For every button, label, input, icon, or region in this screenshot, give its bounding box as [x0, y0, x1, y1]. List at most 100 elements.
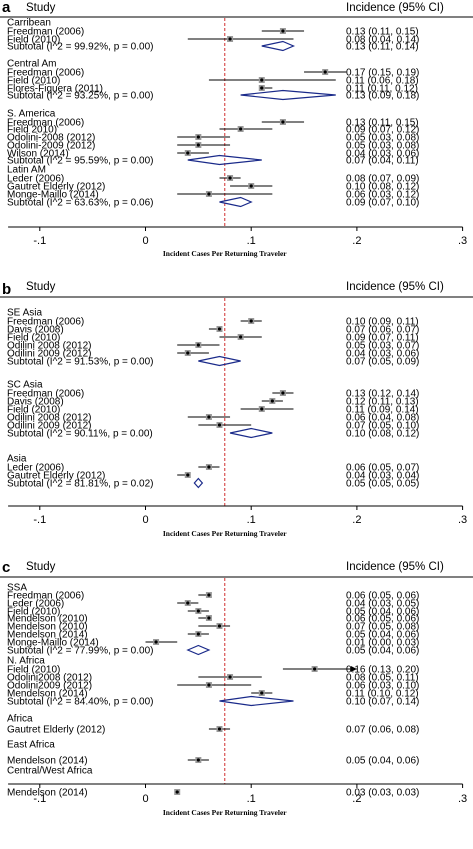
study-label: Freedman (2006) — [7, 591, 84, 602]
effect-text: 0.05 (0.04, 0.06) — [346, 756, 419, 767]
effect-text: 0.08 (0.05, 0.11) — [346, 673, 419, 684]
study-label: Mendelson (2014) — [7, 630, 88, 641]
effect-text: 0.11 (0.09, 0.14) — [346, 405, 419, 416]
group-label: S. America — [7, 109, 56, 120]
point-estimate — [207, 616, 211, 620]
effect-text: 0.04 (0.03, 0.05) — [346, 599, 419, 610]
study-label: Mendelson (2014) — [7, 756, 88, 767]
study-label: Davis (2008) — [7, 325, 64, 336]
subtotal-diamond — [261, 40, 296, 52]
effect-text: 0.04 (0.03, 0.06) — [346, 349, 419, 360]
study-label: Freedman (2006) — [7, 68, 84, 79]
effect-text: 0.13 (0.11, 0.14) — [346, 42, 419, 53]
study-label: Freedman (2006) — [7, 317, 84, 328]
point-estimate — [260, 78, 264, 82]
study-label: Monge-Maillo (2014) — [7, 638, 99, 649]
subtotal-diamond — [219, 196, 253, 208]
point-estimate — [196, 758, 200, 762]
effect-text: 0.10 (0.07, 0.14) — [346, 697, 419, 708]
effect-text: 0.06 (0.05, 0.06) — [346, 614, 419, 625]
effect-text: 0.07 (0.04, 0.11) — [346, 156, 419, 167]
effect-text: 0.13 (0.11, 0.15) — [346, 27, 419, 38]
study-label: Gautret Elderly (2012) — [7, 182, 105, 193]
point-estimate — [228, 675, 232, 679]
effect-text: 0.10 (0.08, 0.12) — [346, 182, 419, 193]
effect-text: 0.05 (0.04, 0.06) — [346, 607, 419, 618]
group-label: Africa — [7, 714, 33, 725]
effect-text: 0.11 (0.06, 0.18) — [346, 76, 419, 87]
study-label: Odilini 2009 (2012) — [7, 349, 92, 360]
subtotal-diamond — [187, 154, 262, 166]
study-label: Field (2010) — [7, 35, 60, 46]
study-label: Mendelson (2010) — [7, 614, 88, 625]
x-tick-label: .1 — [247, 235, 256, 247]
header-effect-a: Incidence (95% CI) — [346, 2, 444, 14]
study-label: Field (2010) — [7, 405, 60, 416]
study-label: Field (2010) — [7, 607, 60, 618]
study-label: Mendelson (2014) — [7, 689, 88, 700]
study-label: Mendelson (2010) — [7, 622, 88, 633]
effect-text: 0.05 (0.04, 0.06) — [346, 630, 419, 641]
subtotal-diamond — [229, 427, 273, 439]
point-estimate — [323, 70, 327, 74]
study-label: Field 2010) — [7, 125, 57, 136]
effect-text: 0.10 (0.09, 0.11) — [346, 317, 419, 328]
study-label: Freedman (2006) — [7, 389, 84, 400]
effect-text: 0.08 (0.07, 0.09) — [346, 174, 419, 185]
group-label: SE Asia — [7, 308, 42, 319]
effect-text: 0.07 (0.05, 0.09) — [346, 357, 419, 368]
effect-text: 0.05 (0.04, 0.06) — [346, 646, 419, 657]
x-axis-title-c: Incident Cases Per Returning Traveler — [163, 808, 287, 817]
study-label: Freedman (2006) — [7, 27, 84, 38]
study-label: Wilson (2014) — [7, 149, 69, 160]
point-estimate — [217, 423, 222, 427]
subtotal-diamond — [193, 477, 204, 489]
x-tick-label: .2 — [352, 235, 361, 247]
study-label: Field (2010) — [7, 76, 60, 87]
point-estimate — [281, 391, 285, 395]
study-label: Gautret Elderly (2012) — [7, 471, 105, 482]
effect-text: 0.05 (0.03, 0.08) — [346, 133, 419, 144]
subtotal-label: Subtotal (I^2 = 90.11%, p = 0.00) — [7, 429, 153, 440]
subtotal-label: Subtotal (I^2 = 99.92%, p = 0.00) — [7, 42, 153, 53]
point-estimate — [196, 135, 200, 139]
subtotal-label: Subtotal (I^2 = 84.40%, p = 0.00) — [7, 697, 153, 708]
effect-text: 0.11 (0.11, 0.12) — [346, 84, 418, 95]
subtotal-diamond — [240, 89, 336, 101]
subtotal-diamond — [198, 355, 241, 367]
study-label: Davis (2008) — [7, 397, 64, 408]
point-estimate — [260, 407, 264, 411]
group-label: Central/West Africa — [7, 766, 93, 777]
panel-label-b: b — [2, 281, 11, 298]
effect-text: 0.12 (0.11, 0.13) — [346, 397, 419, 408]
effect-text: 0.09 (0.07, 0.10) — [346, 198, 419, 209]
header-study-a: Study — [26, 2, 56, 14]
effect-text: 0.01 (0.00, 0.03) — [346, 638, 419, 649]
point-estimate — [239, 127, 243, 131]
effect-text: 0.07 (0.06, 0.07) — [346, 325, 419, 336]
effect-text: 0.13 (0.09, 0.18) — [346, 91, 419, 102]
effect-text: 0.03 (0.03, 0.03) — [346, 788, 419, 799]
group-label: Central Am — [7, 59, 56, 70]
x-tick-label: -.1 — [33, 514, 46, 526]
point-estimate — [217, 727, 222, 731]
group-label: Latin AM — [7, 165, 46, 176]
panel-label-a: a — [2, 0, 11, 16]
study-label: Freedman (2006) — [7, 118, 84, 129]
x-tick-label: .1 — [247, 514, 256, 526]
point-estimate — [260, 691, 264, 695]
study-label: Mendelson (2014) — [7, 788, 88, 799]
study-label: Odilini 2008 (2012) — [7, 413, 92, 424]
effect-text: 0.17 (0.15, 0.19) — [346, 68, 419, 79]
effect-text: 0.10 (0.08, 0.12) — [346, 429, 419, 440]
point-estimate — [196, 143, 200, 147]
subtotal-diamond — [186, 644, 211, 656]
study-label: Odolini2008 (2012) — [7, 673, 92, 684]
point-estimate — [281, 29, 285, 33]
study-label: Leder (2006) — [7, 463, 64, 474]
point-estimate — [186, 151, 190, 155]
subtotal-label: Subtotal (I^2 = 93.25%, p = 0.00) — [7, 91, 153, 102]
study-label: Odolini-2009 (2012) — [7, 141, 95, 152]
header-study-c: Study — [26, 561, 56, 573]
